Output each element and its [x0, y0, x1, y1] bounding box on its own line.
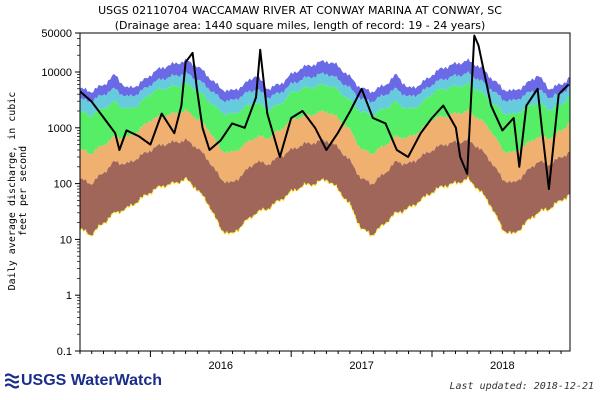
band-max-p90	[80, 58, 570, 104]
y-tick-label: 1	[66, 290, 72, 302]
band-p90-p75	[80, 71, 570, 117]
y-tick-label: 1000	[48, 123, 72, 135]
x-tick-label: 2016	[209, 360, 233, 372]
x-tick-label: 2017	[349, 360, 373, 372]
percentile-bands	[80, 34, 570, 238]
y-tick-label: 10	[60, 234, 72, 246]
discharge-series-line	[80, 34, 570, 190]
y-tick-label: 0.1	[57, 346, 72, 358]
x-tick-label: 2018	[490, 360, 514, 372]
usgs-logo-text: USGS WaterWatch	[21, 372, 163, 389]
y-tick-label: 100	[54, 179, 72, 191]
band-p10-min	[80, 138, 570, 237]
min-flow-line	[80, 175, 570, 238]
y-tick-label: 50000	[41, 28, 72, 40]
chart-subtitle: (Drainage area: 1440 square miles, lengt…	[114, 19, 486, 32]
usgs-logo: USGS WaterWatch	[5, 372, 162, 390]
last-updated-text: Last updated: 2018-12-21	[449, 381, 595, 392]
y-axis-label: Daily average discharge, in cubic feet p…	[7, 91, 29, 291]
band-p75-p25	[80, 82, 570, 155]
y-tick-label: 10000	[41, 67, 72, 79]
usgs-wave-icon	[5, 373, 19, 389]
chart-title: USGS 02110704 WACCAMAW RIVER AT CONWAY M…	[98, 4, 502, 17]
